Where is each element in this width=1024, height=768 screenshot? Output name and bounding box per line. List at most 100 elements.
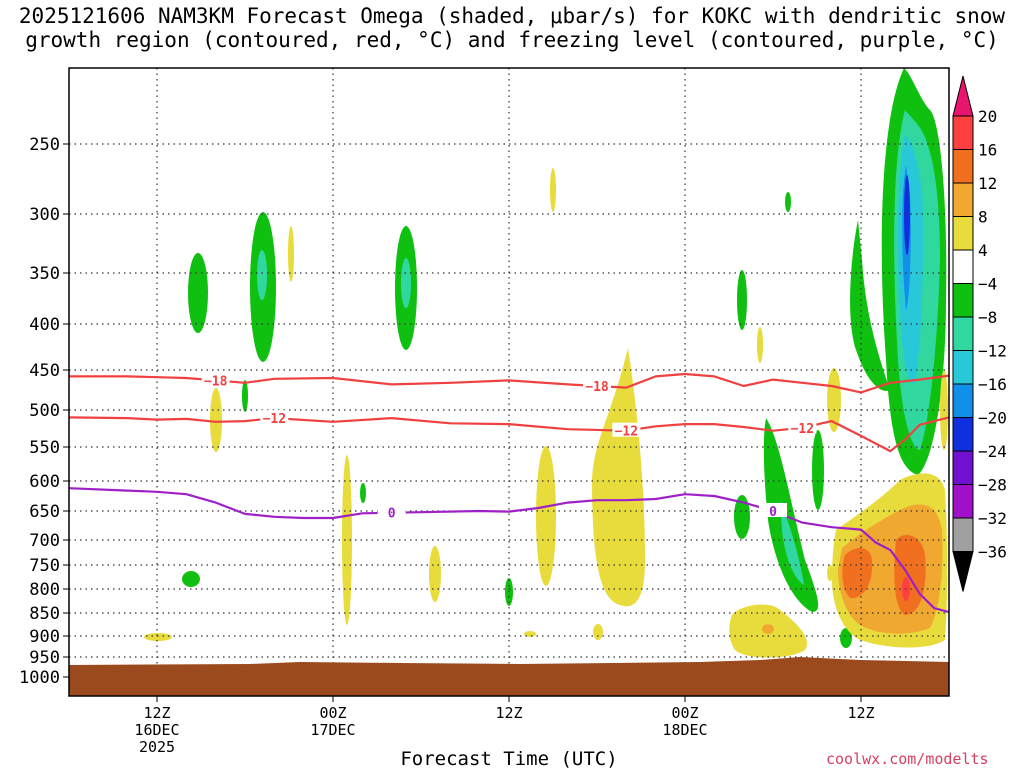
omega-cell [242, 380, 248, 412]
omega-cell [763, 418, 819, 612]
contour-label: −12 [791, 422, 814, 437]
colorbar-label: −36 [978, 543, 1007, 562]
contour-label: 0 [388, 507, 396, 522]
colorbar-bottom-arrow [952, 551, 974, 592]
contour-label: 0 [769, 505, 777, 520]
x-tick-label: 00Z [671, 704, 698, 722]
colorbar-segment [952, 149, 974, 184]
y-tick-label: 1000 [19, 668, 60, 688]
colorbar-label: 4 [978, 241, 988, 260]
colorbar-segment [952, 216, 974, 251]
omega-cell [188, 253, 208, 333]
omega-cell [257, 250, 267, 300]
omega-cell [785, 192, 791, 212]
omega-cell [737, 270, 747, 330]
omega-cell [401, 258, 411, 308]
colorbar-segment [952, 182, 974, 217]
omega-cell [812, 430, 824, 510]
omega-cell [894, 535, 926, 615]
colorbar-segment [952, 115, 974, 150]
contour-label-bg [759, 503, 787, 517]
omega-cell [840, 628, 852, 648]
colorbar-segment [952, 484, 974, 519]
x-tick-label: 12Z [143, 704, 170, 722]
omega-cell [827, 565, 833, 581]
y-tick-label: 500 [29, 401, 60, 421]
omega-cell [904, 175, 910, 255]
omega-cell [550, 168, 556, 212]
colorbar-label: −16 [978, 375, 1007, 394]
omega-cell [210, 388, 222, 452]
chart-title-line2: growth region (contoured, red, °C) and f… [25, 28, 999, 52]
x-tick-label: 2025 [139, 738, 175, 756]
credit-text: coolwx.com/modelts [826, 750, 989, 768]
contour-label-bg [260, 410, 289, 425]
y-tick-label: 850 [29, 604, 60, 624]
omega-cell [342, 455, 352, 625]
colorbar-segment [952, 450, 974, 485]
colorbar-segment [952, 417, 974, 452]
x-axis-label: Forecast Time (UTC) [400, 748, 617, 768]
x-tick-label: 12Z [847, 704, 874, 722]
colorbar-label: −8 [978, 308, 997, 327]
omega-cell [827, 368, 841, 432]
contour-label: −12 [263, 412, 286, 427]
colorbar-label: 12 [978, 174, 997, 193]
colorbar-label: −24 [978, 442, 1007, 461]
colorbar-label: 8 [978, 208, 988, 227]
y-tick-label: 300 [29, 205, 60, 225]
colorbar-label: 20 [978, 107, 997, 126]
x-gridlines [156, 68, 862, 696]
colorbar-segment [952, 316, 974, 351]
x-tick-label: 17DEC [310, 721, 355, 739]
colorbar-segment [952, 283, 974, 318]
omega-cell [288, 226, 294, 282]
colorbar-label: 16 [978, 141, 997, 160]
y-tick-label: 700 [29, 531, 60, 551]
y-tick-label: 250 [29, 135, 60, 155]
y-tick-label: 950 [29, 648, 60, 668]
colorbar: 20 16 12 8 4 −4 −8 −12 −16 −20 −24 −28 −32 −36 [952, 75, 1007, 592]
contour-label-bg [612, 422, 641, 437]
omega-cell [850, 220, 890, 391]
colorbar-label: −12 [978, 342, 1007, 361]
contour-lines: −18 −18 −12 −12 −12 0 0 [69, 372, 949, 614]
y-tick-label: 550 [29, 438, 60, 458]
chart-title: 2025121606 NAM3KM Forecast Omega (shaded… [0, 4, 1024, 52]
omega-cell [429, 546, 441, 602]
chart-title-line1: 2025121606 NAM3KM Forecast Omega (shaded… [18, 4, 1006, 28]
colorbar-label: −28 [978, 476, 1007, 495]
y-axis: 250 300 350 400 450 500 550 600 650 700 750 800 850 9… [19, 135, 69, 688]
colorbar-segment [952, 383, 974, 418]
omega-cell [592, 348, 645, 607]
colorbar-top-arrow [952, 75, 974, 117]
omega-cell [144, 633, 172, 641]
omega-cell [842, 548, 873, 599]
y-tick-label: 800 [29, 580, 60, 600]
omega-cell [360, 483, 366, 503]
x-tick-label: 16DEC [134, 721, 179, 739]
omega-cell [780, 500, 804, 585]
omega-cell [762, 624, 774, 634]
colorbar-segment [952, 517, 974, 552]
omega-cell [536, 446, 556, 586]
y-tick-label: 900 [29, 627, 60, 647]
omega-cell [734, 495, 750, 539]
colorbar-label: −20 [978, 409, 1007, 428]
y-tick-label: 600 [29, 472, 60, 492]
omega-cell [182, 571, 200, 587]
y-tick-label: 450 [29, 361, 60, 381]
contour-label-bg [583, 378, 611, 392]
y-tick-label: 400 [29, 315, 60, 335]
terrain-ground [69, 657, 949, 696]
contour-label-bg [377, 504, 406, 519]
colorbar-label: −4 [978, 275, 997, 294]
x-tick-label: 18DEC [662, 721, 707, 739]
y-tick-label: 350 [29, 264, 60, 284]
omega-cell [757, 327, 763, 363]
colorbar-segment [952, 350, 974, 385]
y-tick-label: 750 [29, 556, 60, 576]
contour-label-bg [201, 372, 230, 387]
contour-label: −18 [585, 380, 609, 395]
